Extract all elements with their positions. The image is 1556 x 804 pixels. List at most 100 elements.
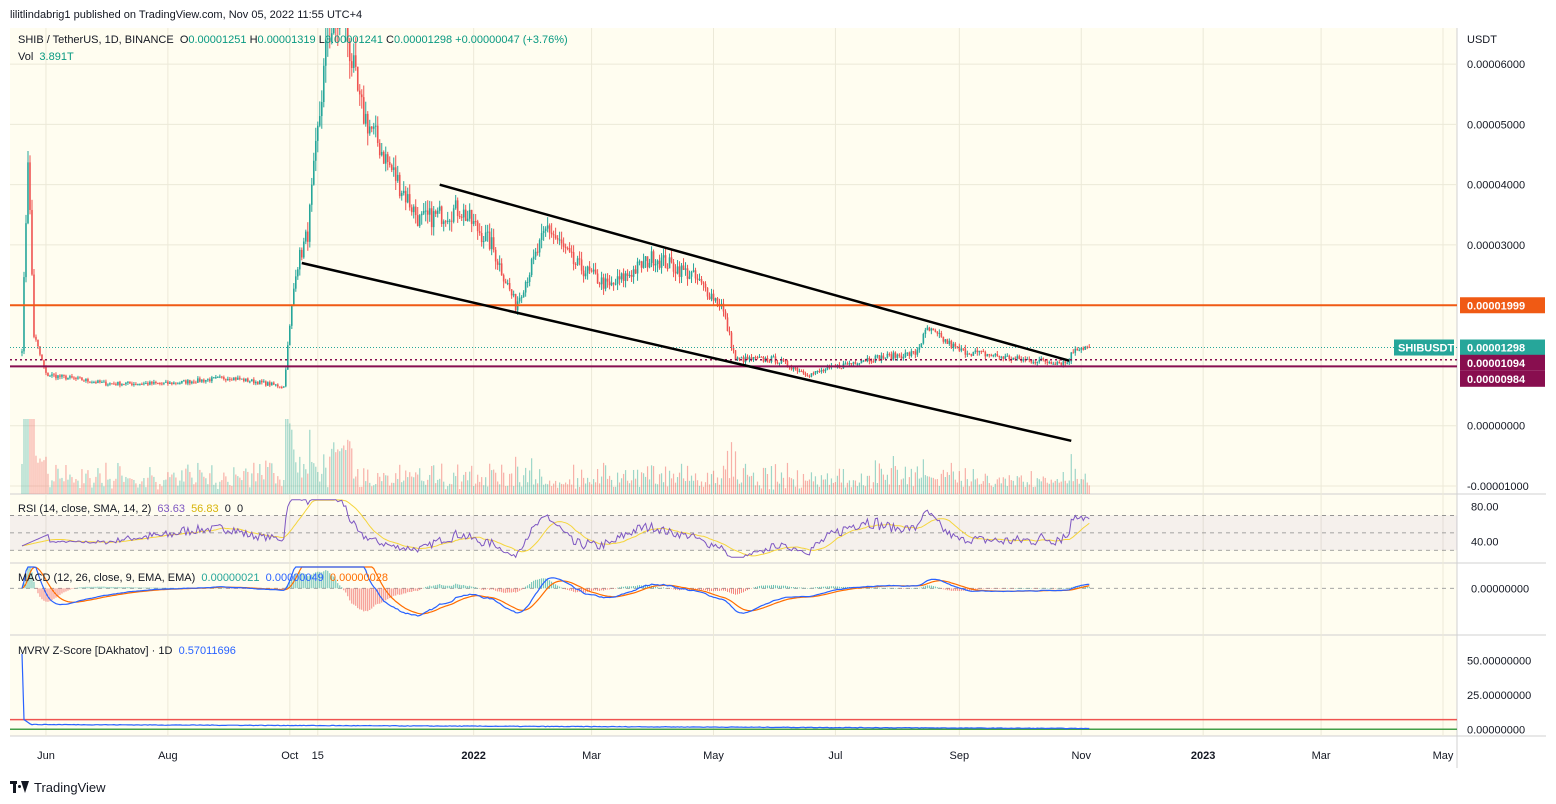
- candle: [978, 350, 981, 353]
- volume-bar: [157, 489, 159, 494]
- macd-hist-bar: [399, 588, 401, 595]
- candle: [630, 275, 633, 277]
- candle: [560, 239, 563, 244]
- volume-bar: [826, 473, 829, 494]
- candle: [780, 359, 783, 363]
- macd-hist-bar: [956, 588, 958, 591]
- candle: [239, 377, 241, 380]
- chart-canvas[interactable]: USDT0.000060000.000050000.000040000.0000…: [10, 28, 1546, 768]
- candle: [145, 383, 147, 385]
- macd-hist-bar: [944, 588, 946, 590]
- candle: [279, 386, 281, 388]
- rsi-value-4: 0: [236, 503, 244, 515]
- candle: [514, 293, 517, 311]
- macd-hist-bar: [780, 585, 782, 589]
- footer-brand[interactable]: TradingView: [34, 779, 106, 795]
- volume-bar: [954, 479, 956, 494]
- candle: [900, 355, 903, 359]
- legend-vol-label[interactable]: Vol: [18, 51, 34, 63]
- candle: [664, 255, 667, 269]
- price-axis-label: -0.00001000: [1467, 481, 1529, 493]
- candle: [856, 363, 859, 365]
- macd-hist-bar: [489, 588, 491, 590]
- volume-bar: [630, 480, 633, 494]
- candle: [528, 275, 531, 282]
- macd-hist-bar: [1034, 588, 1036, 589]
- candle: [1000, 356, 1003, 358]
- candle: [390, 164, 393, 171]
- candle: [147, 383, 149, 385]
- candle: [498, 263, 501, 265]
- macd-hist-bar: [723, 588, 725, 591]
- macd-hist-bar: [287, 584, 289, 589]
- volume-bar: [1022, 481, 1024, 494]
- volume-bar: [305, 469, 307, 494]
- volume-bar: [644, 476, 647, 494]
- macd-hist-bar: [974, 588, 976, 590]
- macd-hist-bar: [868, 587, 870, 589]
- volume-bar: [165, 479, 167, 494]
- mvrv-label[interactable]: MVRV Z-Score [DAkhatov] · 1D: [18, 645, 173, 657]
- candle: [169, 382, 171, 384]
- volume-bar: [814, 476, 817, 494]
- macd-hist-bar: [842, 586, 844, 589]
- macd-label[interactable]: MACD (12, 26, close, 9, EMA, EMA): [18, 572, 196, 584]
- candle: [324, 39, 327, 66]
- candle: [127, 381, 129, 383]
- candle: [758, 356, 761, 358]
- candle: [872, 361, 875, 363]
- candle: [570, 251, 573, 253]
- macd-hist-bar: [721, 588, 723, 591]
- volume-bar: [319, 481, 321, 494]
- candle: [846, 363, 849, 365]
- macd-hist-bar: [411, 588, 413, 592]
- volume-bar: [247, 471, 249, 494]
- legend-symbol[interactable]: SHIB / TetherUS, 1D, BINANCE: [18, 34, 174, 46]
- volume-bar: [818, 486, 821, 494]
- volume-bar: [557, 487, 559, 494]
- macd-hist-bar: [1016, 588, 1018, 589]
- volume-bar: [507, 485, 509, 494]
- volume-bar: [365, 481, 367, 494]
- candle: [31, 209, 33, 275]
- candle: [650, 251, 653, 263]
- macd-hist-bar: [409, 588, 411, 593]
- candle: [269, 382, 271, 386]
- rsi-label[interactable]: RSI (14, close, SMA, 14, 2): [18, 503, 152, 515]
- macd-hist-bar: [978, 588, 980, 590]
- volume-bar: [291, 429, 293, 494]
- candle: [318, 116, 321, 126]
- macd-hist-bar: [419, 588, 421, 591]
- macd-hist-bar: [830, 586, 832, 589]
- volume-bar: [746, 474, 749, 494]
- legend-vol: 3.891T: [39, 51, 74, 63]
- time-axis-label: Mar: [1312, 750, 1331, 762]
- candle: [484, 232, 487, 242]
- volume-bar: [1058, 482, 1060, 494]
- volume-bar: [171, 474, 173, 494]
- volume-bar: [758, 485, 761, 494]
- candle: [193, 381, 195, 383]
- volume-bar: [153, 476, 155, 494]
- volume-bar: [622, 473, 625, 494]
- volume-bar: [25, 419, 27, 494]
- channel-lower-trendline[interactable]: [301, 261, 1072, 443]
- volume-bar: [816, 484, 819, 494]
- channel-upper-trendline[interactable]: [439, 183, 1070, 362]
- volume-bar: [465, 471, 467, 494]
- macd-hist-bar: [719, 588, 721, 591]
- macd-hist-bar: [695, 588, 697, 590]
- candle: [295, 276, 297, 289]
- candle: [438, 206, 441, 211]
- volume-bar: [626, 480, 629, 494]
- macd-hist-bar: [575, 588, 577, 593]
- macd-hist-bar: [81, 587, 83, 589]
- volume-bar: [770, 466, 773, 494]
- macd-hist-bar: [397, 588, 399, 595]
- macd-hist-bar: [902, 588, 904, 589]
- candle: [1012, 357, 1015, 360]
- candle: [448, 220, 451, 222]
- macd-hist-bar: [635, 586, 637, 589]
- macd-hist-bar: [738, 588, 740, 594]
- volume-bar: [435, 483, 437, 494]
